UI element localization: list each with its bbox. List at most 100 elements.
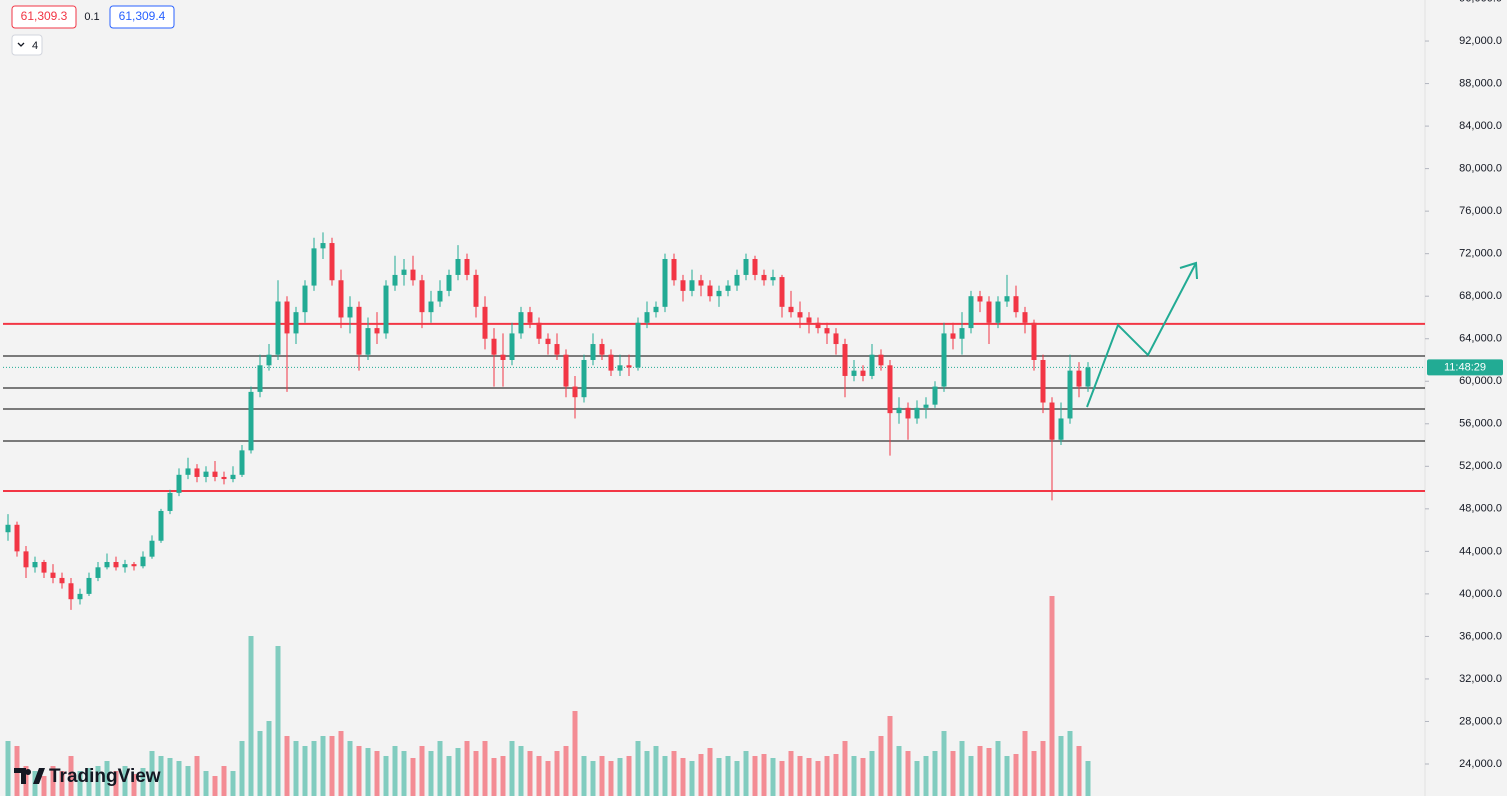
candle-body <box>698 280 704 286</box>
candle-body <box>365 328 371 355</box>
volume-bar <box>518 746 524 796</box>
volume-bar <box>1022 731 1028 796</box>
volume-bar <box>239 741 245 796</box>
volume-bar <box>761 754 767 796</box>
candle-body <box>734 274 740 286</box>
levels <box>3 322 1425 492</box>
buy-box[interactable] <box>109 5 175 29</box>
volume-bar <box>401 751 407 796</box>
price-axis: 24,000.0 28,000.0 32,000.0 36,000.0 40,000.0… <box>1425 0 1503 770</box>
volume-bar <box>545 761 551 796</box>
volume-bar <box>266 721 272 796</box>
candle-body <box>257 365 263 392</box>
candle-body <box>167 492 173 511</box>
candle-body <box>815 322 821 329</box>
y-tick-label: 48,000.0 <box>1459 503 1502 515</box>
volume-bar <box>932 751 938 796</box>
candle-body <box>1085 367 1091 387</box>
volume-bar <box>491 758 497 796</box>
candles <box>5 232 1091 610</box>
countdown: 11:48:29 <box>1444 361 1486 373</box>
candle-body <box>284 301 290 334</box>
volume-bar <box>482 741 488 796</box>
volume-bar <box>509 741 515 796</box>
candle-body <box>1058 418 1064 440</box>
volume-bar <box>959 741 965 796</box>
volume-bar <box>698 754 704 796</box>
candle-body <box>545 338 551 345</box>
y-tick-label: 28,000.0 <box>1459 715 1502 727</box>
candle-body <box>950 333 956 339</box>
candle-body <box>1040 359 1046 403</box>
volume-bar <box>68 756 74 796</box>
y-tick-label: 56,000.0 <box>1459 418 1502 430</box>
volume-bar <box>131 774 137 796</box>
candle-body <box>419 280 425 313</box>
candle-body <box>23 551 29 568</box>
y-tick-label: 80,000.0 <box>1459 163 1502 175</box>
volume-bar <box>968 756 974 796</box>
logo-text: TradingView <box>49 766 161 787</box>
volume-bar <box>617 758 623 796</box>
candle-body <box>581 359 587 398</box>
candle-body <box>959 328 965 339</box>
volume-bar <box>284 736 290 796</box>
y-tick-label: 44,000.0 <box>1459 545 1502 557</box>
volume-bar <box>635 741 641 796</box>
candle-body <box>374 328 380 334</box>
volume-bar <box>257 731 263 796</box>
candle-body <box>923 404 929 408</box>
candle-body <box>392 274 398 286</box>
volume-bar <box>50 766 56 796</box>
volume-bar <box>896 746 902 796</box>
candle-body <box>1022 312 1028 323</box>
volume-bar <box>626 756 632 796</box>
volume-bar <box>122 766 128 796</box>
volume-bar <box>941 731 947 796</box>
volume-bar <box>824 756 830 796</box>
logo-icon <box>14 768 45 784</box>
candle-body <box>1004 296 1010 302</box>
volume-bar <box>248 636 254 796</box>
volume-bar <box>221 766 227 796</box>
volume-bar <box>464 741 470 796</box>
volume-bar <box>797 756 803 796</box>
header: 61,309.3 0.1 61,309.4 4 <box>11 5 175 56</box>
volume-bar <box>716 758 722 796</box>
volume-bar <box>437 741 443 796</box>
candle-body <box>986 301 992 323</box>
candle-body <box>626 365 632 368</box>
volume-bar <box>554 751 560 796</box>
indicators-toggle[interactable] <box>11 34 43 56</box>
candle-body <box>14 524 20 552</box>
y-tick-label: 60,000.0 <box>1459 375 1502 387</box>
candle-body <box>941 333 947 387</box>
candle-body <box>968 296 974 329</box>
volume-bar <box>1058 736 1064 796</box>
candle-body <box>608 354 614 371</box>
candle-body <box>347 306 353 318</box>
candle-body <box>770 277 776 281</box>
volume-bar <box>995 741 1001 796</box>
y-tick-label: 40,000.0 <box>1459 588 1502 600</box>
volume-bar <box>158 756 164 796</box>
candle-body <box>212 471 218 477</box>
arrow-path <box>1086 262 1197 408</box>
candle-body <box>50 572 56 578</box>
candle-body <box>905 407 911 419</box>
volume-bar <box>662 756 668 796</box>
candle-body <box>896 407 902 414</box>
candle-body <box>869 354 875 376</box>
y-tick-label: 76,000.0 <box>1459 205 1502 217</box>
candle-body <box>644 312 650 323</box>
volume-bar <box>590 761 596 796</box>
volume-bar <box>581 756 587 796</box>
volume-bar <box>185 766 191 796</box>
volume-bar <box>500 756 506 796</box>
candle-body <box>599 344 605 355</box>
candle-body <box>464 258 470 275</box>
candle-body <box>761 274 767 281</box>
volume-bar <box>527 751 533 796</box>
sell-box[interactable] <box>11 5 77 29</box>
candle-body <box>293 312 299 334</box>
